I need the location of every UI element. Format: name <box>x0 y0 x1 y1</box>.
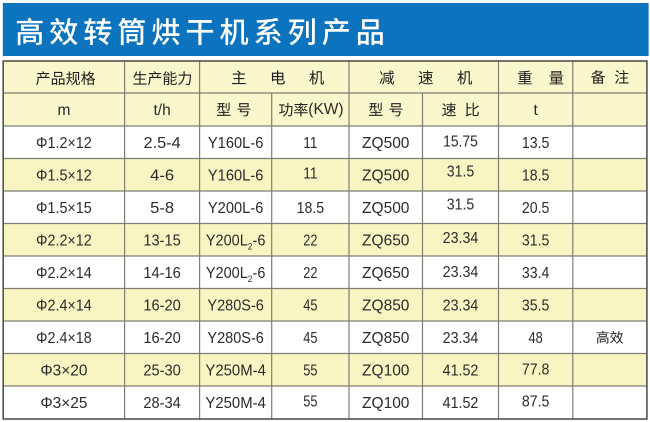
svg-text:16-20: 16-20 <box>143 330 181 347</box>
svg-text:13.5: 13.5 <box>522 135 550 152</box>
svg-text:18.5: 18.5 <box>522 167 550 184</box>
svg-text:13-15: 13-15 <box>143 232 181 249</box>
svg-text:55: 55 <box>303 393 317 410</box>
svg-text:ZQ100: ZQ100 <box>362 362 410 379</box>
svg-text:45: 45 <box>303 330 317 347</box>
svg-text:16-20: 16-20 <box>143 297 181 314</box>
svg-text:22: 22 <box>303 232 317 249</box>
svg-text:Φ2.2×12: Φ2.2×12 <box>36 232 92 249</box>
svg-text:Φ2.4×14: Φ2.4×14 <box>36 297 92 314</box>
svg-text:ZQ100: ZQ100 <box>362 395 410 412</box>
svg-text:31.5: 31.5 <box>447 197 475 214</box>
svg-text:ZQ500: ZQ500 <box>362 200 410 217</box>
svg-text:45: 45 <box>303 297 317 314</box>
svg-text:ZQ650: ZQ650 <box>362 232 410 249</box>
svg-text:ZQ500: ZQ500 <box>362 167 410 184</box>
svg-text:28-34: 28-34 <box>143 395 181 412</box>
svg-text:Y200L2-6: Y200L2-6 <box>206 232 266 251</box>
svg-text:55: 55 <box>303 362 317 379</box>
svg-text:t/h: t/h <box>153 102 170 119</box>
svg-text:Y200L-6: Y200L-6 <box>208 200 264 217</box>
svg-text:ZQ850: ZQ850 <box>362 330 410 347</box>
svg-text:35.5: 35.5 <box>522 297 550 314</box>
svg-text:m: m <box>57 102 70 119</box>
svg-text:23.34: 23.34 <box>443 297 479 314</box>
svg-text:Y280S-6: Y280S-6 <box>207 330 264 347</box>
svg-text:2.5-4: 2.5-4 <box>144 135 182 152</box>
svg-text:Φ2.2×14: Φ2.2×14 <box>36 265 92 282</box>
svg-text:23.34: 23.34 <box>443 264 479 281</box>
svg-text:Φ2.4×18: Φ2.4×18 <box>36 330 92 347</box>
svg-text:ZQ850: ZQ850 <box>362 297 410 314</box>
svg-text:(KW): (KW) <box>308 101 343 118</box>
svg-text:15.75: 15.75 <box>443 134 478 151</box>
svg-text:77.8: 77.8 <box>522 361 550 378</box>
svg-text:Y280S-6: Y280S-6 <box>207 297 264 314</box>
svg-text:18.5: 18.5 <box>297 200 325 217</box>
svg-text:Y160L-6: Y160L-6 <box>208 167 264 184</box>
svg-text:Φ3×25: Φ3×25 <box>40 395 87 412</box>
svg-text:ZQ650: ZQ650 <box>362 265 410 282</box>
svg-text:5-8: 5-8 <box>150 200 174 217</box>
svg-text:Y200L2-6: Y200L2-6 <box>206 265 266 284</box>
svg-text:11: 11 <box>303 135 317 152</box>
svg-text:23.34: 23.34 <box>443 230 479 247</box>
svg-text:Φ1.5×15: Φ1.5×15 <box>36 200 92 217</box>
svg-text:Y250M-4: Y250M-4 <box>205 362 266 379</box>
svg-text:Φ1.5×12: Φ1.5×12 <box>36 167 92 184</box>
svg-text:4-6: 4-6 <box>150 167 174 184</box>
svg-text:23.34: 23.34 <box>443 330 479 347</box>
svg-text:87.5: 87.5 <box>522 393 550 410</box>
svg-text:20.5: 20.5 <box>522 200 550 217</box>
svg-text:31.5: 31.5 <box>522 232 550 249</box>
svg-text:Φ1.2×12: Φ1.2×12 <box>36 135 92 152</box>
svg-text:ZQ500: ZQ500 <box>362 135 410 152</box>
svg-text:Y160L-6: Y160L-6 <box>208 135 264 152</box>
svg-text:41.52: 41.52 <box>443 362 479 379</box>
svg-text:48: 48 <box>529 330 543 347</box>
svg-text:Y250M-4: Y250M-4 <box>205 395 266 412</box>
svg-text:31.5: 31.5 <box>447 164 475 181</box>
svg-text:25-30: 25-30 <box>143 362 181 379</box>
svg-text:33.4: 33.4 <box>522 265 550 282</box>
svg-text:t: t <box>533 102 538 119</box>
svg-text:22: 22 <box>303 265 317 282</box>
svg-text:Φ3×20: Φ3×20 <box>40 362 87 379</box>
svg-text:11: 11 <box>303 166 317 183</box>
svg-text:41.52: 41.52 <box>443 395 479 412</box>
svg-text:14-16: 14-16 <box>143 265 181 282</box>
